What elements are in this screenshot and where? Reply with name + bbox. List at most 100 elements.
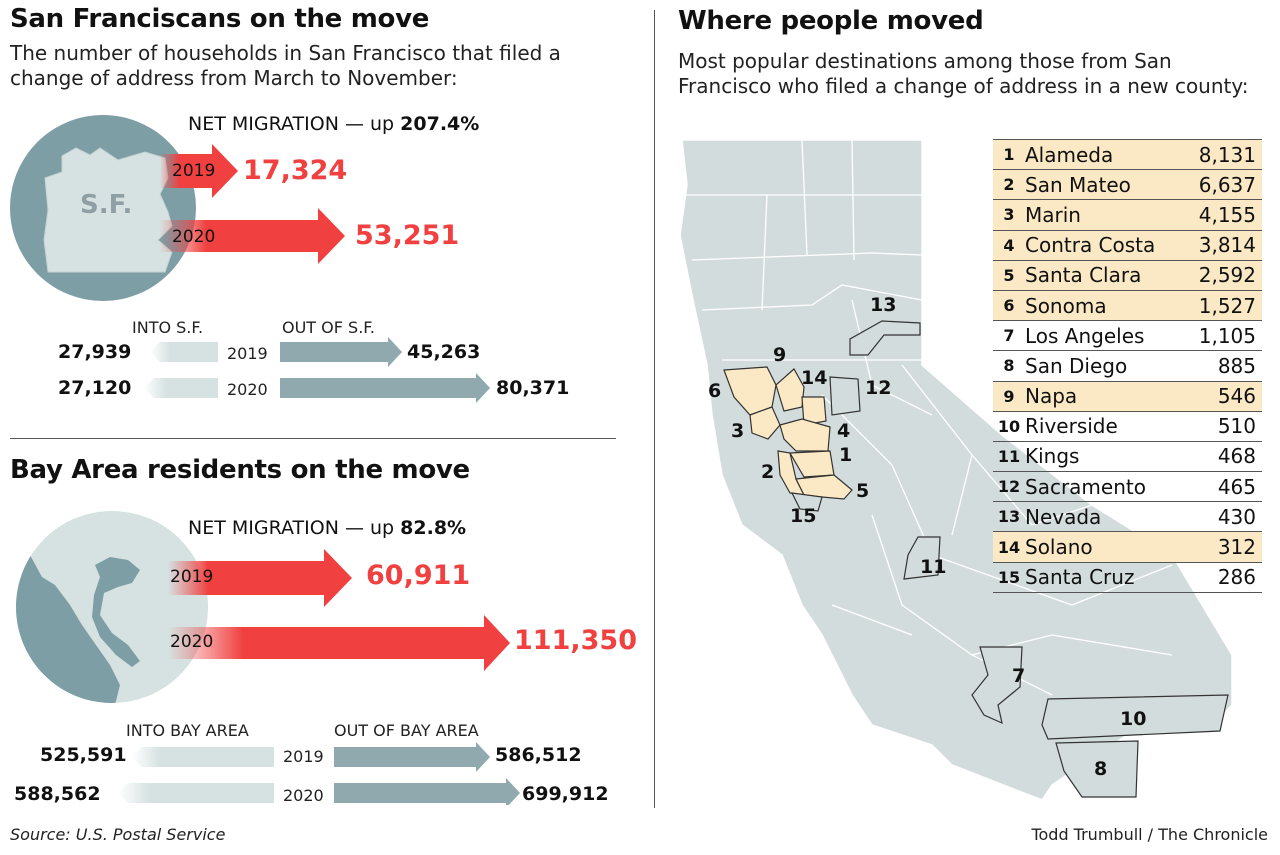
bay-flow-year-2019: 2019: [283, 747, 324, 766]
net-value-2019: 17,324: [243, 155, 348, 186]
county-nevada: [849, 320, 921, 356]
table-row: 9 Napa 546: [993, 381, 1262, 412]
value-cell: 1,105: [1184, 320, 1262, 352]
county-cell: Los Angeles: [1025, 320, 1185, 352]
value-cell: 6,637: [1184, 169, 1262, 201]
flow-year-2020: 2020: [227, 380, 268, 399]
county-cell: Kings: [1025, 441, 1185, 473]
county-cell: Santa Clara: [1025, 260, 1185, 291]
credit-note: Todd Trumbull / The Chronicle: [1031, 825, 1268, 844]
county-cell: Nevada: [1025, 501, 1185, 533]
rank-cell: 4: [993, 230, 1025, 261]
rank-cell: 15: [993, 562, 1025, 593]
table-row: 4 Contra Costa 3,814: [993, 230, 1262, 261]
net-year-2019: 2019: [172, 161, 216, 181]
county-marin: [749, 406, 781, 440]
map-label-6: 6: [708, 380, 722, 402]
rank-cell: 6: [993, 290, 1025, 322]
bay-flow-year-2020: 2020: [283, 786, 324, 805]
table-row: 10 Riverside 510: [993, 411, 1262, 442]
table-row: 13 Nevada 430: [993, 501, 1262, 533]
map-label-10: 10: [1120, 708, 1147, 730]
county-san-diego: [1055, 740, 1139, 798]
bay-net-year-2020: 2020: [170, 632, 214, 652]
county-cell: San Diego: [1025, 350, 1185, 382]
bay-into-value-2020: 588,562: [14, 783, 101, 805]
into-label-bay: INTO BAY AREA: [126, 721, 249, 740]
value-cell: 2,592: [1184, 260, 1262, 291]
value-cell: 3,814: [1184, 230, 1262, 261]
net-arrow-2019: [160, 144, 238, 198]
county-cell: Santa Cruz: [1025, 562, 1185, 593]
rank-cell: 11: [993, 441, 1025, 473]
net-migration-label-sf: NET MIGRATION — up 207.4%: [188, 113, 480, 135]
county-cell: Solano: [1025, 531, 1185, 563]
into-value-2020: 27,120: [58, 377, 132, 399]
county-sacramento: [829, 376, 861, 416]
out-label-sf: OUT OF S.F.: [282, 318, 376, 337]
county-cell: Marin: [1025, 199, 1185, 231]
net-arrow-2020: [160, 208, 345, 264]
bay-out-value-2020: 699,912: [522, 783, 609, 805]
table-row: 6 Sonoma 1,527: [993, 290, 1262, 322]
bay-out-arrow-2019: [334, 742, 490, 772]
bay-out-value-2019: 586,512: [495, 744, 582, 766]
section-title-sf: San Franciscans on the move: [10, 4, 430, 34]
out-arrow-2020: [280, 373, 490, 403]
county-los-angeles: [971, 646, 1023, 725]
section-subtitle-destinations: Most popular destinations among those fr…: [678, 49, 1249, 98]
section-title-destinations: Where people moved: [678, 6, 984, 36]
table-row: 2 San Mateo 6,637: [993, 169, 1262, 201]
map-label-4: 4: [837, 420, 851, 442]
out-value-2020: 80,371: [496, 377, 570, 399]
rank-cell: 1: [993, 138, 1025, 171]
value-cell: 1,527: [1184, 290, 1262, 322]
out-value-2019: 45,263: [407, 341, 481, 363]
rank-cell: 8: [993, 350, 1025, 382]
bay-into-arrow-2020: [118, 783, 274, 803]
bay-into-arrow-2019: [132, 747, 274, 767]
map-label-13: 13: [870, 294, 897, 316]
california-map: [679, 139, 1233, 801]
rank-cell: 2: [993, 169, 1025, 201]
column-divider: [654, 10, 655, 808]
county-cell: Riverside: [1025, 411, 1185, 442]
value-cell: 8,131: [1184, 138, 1262, 171]
out-label-bay: OUT OF BAY AREA: [334, 721, 479, 740]
value-cell: 468: [1184, 441, 1262, 473]
rank-cell: 13: [993, 501, 1025, 533]
rank-cell: 9: [993, 381, 1025, 412]
sf-graphic: [10, 115, 490, 403]
county-cell: Sonoma: [1025, 290, 1185, 322]
flow-year-2019: 2019: [227, 344, 268, 363]
map-label-15: 15: [790, 505, 817, 527]
value-cell: 430: [1184, 501, 1262, 533]
net-migration-label-bay: NET MIGRATION — up 82.8%: [188, 517, 467, 539]
into-arrow-2019: [150, 342, 218, 362]
table-row: 3 Marin 4,155: [993, 199, 1262, 231]
county-cell: Napa: [1025, 381, 1185, 412]
out-arrow-2019: [280, 337, 402, 367]
table-row: 7 Los Angeles 1,105: [993, 320, 1262, 352]
county-kings: [903, 536, 941, 580]
into-label-sf: INTO S.F.: [132, 318, 204, 337]
bay-net-value-2019: 60,911: [366, 560, 471, 591]
county-santa-cruz: [790, 492, 823, 512]
value-cell: 4,155: [1184, 199, 1262, 231]
table-row: 8 San Diego 885: [993, 350, 1262, 382]
sf-map-label: S.F.: [80, 190, 133, 220]
bay-net-arrow-2019: [168, 549, 352, 607]
value-cell: 312: [1184, 531, 1262, 563]
county-cell: Contra Costa: [1025, 230, 1185, 261]
bay-water: [92, 557, 140, 667]
rank-cell: 10: [993, 411, 1025, 442]
rank-cell: 5: [993, 260, 1025, 291]
map-label-7: 7: [1012, 665, 1026, 687]
map-label-12: 12: [865, 377, 892, 399]
map-label-3: 3: [731, 420, 745, 442]
table-row: 12 Sacramento 465: [993, 471, 1262, 503]
map-label-2: 2: [761, 461, 775, 483]
map-label-5: 5: [856, 480, 870, 502]
table-row: 5 Santa Clara 2,592: [993, 260, 1262, 291]
county-cell: Sacramento: [1025, 471, 1185, 503]
